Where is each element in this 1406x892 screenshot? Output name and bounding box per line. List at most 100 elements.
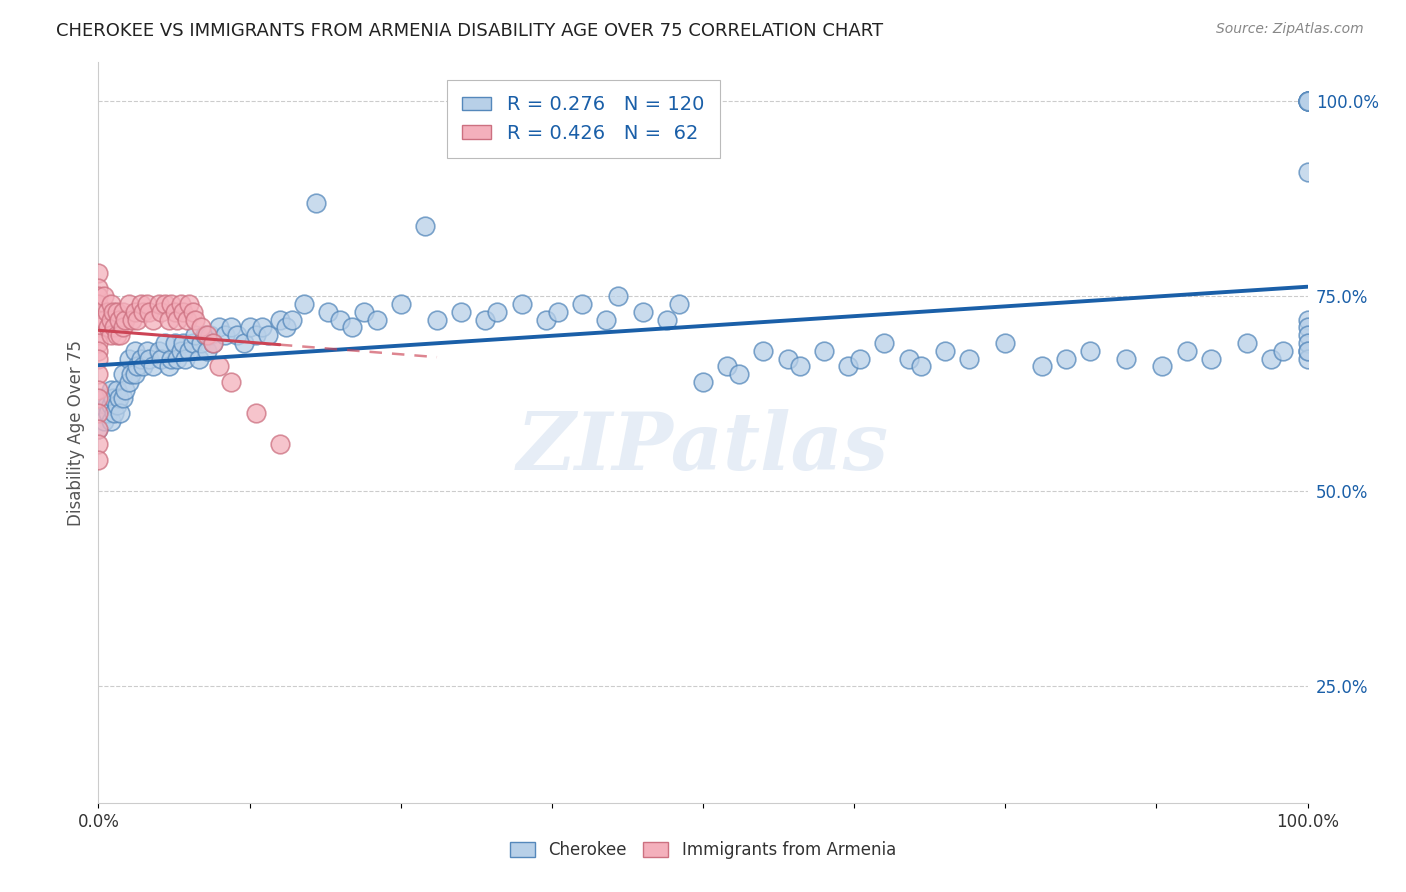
Point <box>873 336 896 351</box>
Point <box>994 336 1017 351</box>
Point <box>105 328 128 343</box>
Point <box>269 312 291 326</box>
Point <box>148 343 170 358</box>
Point <box>118 297 141 311</box>
Point <box>96 398 118 412</box>
Point <box>148 297 170 311</box>
Point <box>187 351 209 366</box>
Point <box>934 343 956 358</box>
Point <box>1272 343 1295 358</box>
Point <box>1296 312 1319 326</box>
Point <box>897 351 920 366</box>
Point <box>114 383 136 397</box>
Point <box>105 398 128 412</box>
Point <box>728 367 751 381</box>
Point <box>142 359 165 374</box>
Point <box>1199 351 1222 366</box>
Point <box>127 359 149 374</box>
Point <box>108 328 131 343</box>
Point <box>124 343 146 358</box>
Point <box>97 320 120 334</box>
Point <box>534 312 557 326</box>
Point <box>132 359 155 374</box>
Point <box>1175 343 1198 358</box>
Point <box>172 336 194 351</box>
Point <box>103 406 125 420</box>
Point <box>87 437 110 451</box>
Point <box>450 305 472 319</box>
Point <box>486 305 509 319</box>
Point <box>87 422 110 436</box>
Point <box>208 320 231 334</box>
Point <box>607 289 630 303</box>
Point <box>93 312 115 326</box>
Point <box>195 343 218 358</box>
Point <box>87 289 110 303</box>
Text: CHEROKEE VS IMMIGRANTS FROM ARMENIA DISABILITY AGE OVER 75 CORRELATION CHART: CHEROKEE VS IMMIGRANTS FROM ARMENIA DISA… <box>56 22 883 40</box>
Point <box>316 305 339 319</box>
Point <box>1152 359 1174 374</box>
Point <box>166 351 188 366</box>
Point <box>142 312 165 326</box>
Point <box>111 367 134 381</box>
Point <box>87 351 110 366</box>
Point <box>510 297 533 311</box>
Point <box>1054 351 1077 366</box>
Point <box>124 305 146 319</box>
Point <box>198 328 221 343</box>
Point <box>108 391 131 405</box>
Point <box>274 320 297 334</box>
Point <box>1236 336 1258 351</box>
Point <box>174 351 197 366</box>
Point <box>87 406 110 420</box>
Text: Source: ZipAtlas.com: Source: ZipAtlas.com <box>1216 22 1364 37</box>
Point <box>179 297 201 311</box>
Point <box>121 312 143 326</box>
Point <box>111 305 134 319</box>
Point <box>776 351 799 366</box>
Point <box>413 219 436 233</box>
Point <box>87 453 110 467</box>
Point <box>1078 343 1101 358</box>
Point <box>87 281 110 295</box>
Point <box>124 367 146 381</box>
Point <box>87 328 110 343</box>
Point <box>837 359 859 374</box>
Point <box>135 297 157 311</box>
Point <box>100 383 122 397</box>
Point <box>269 437 291 451</box>
Point <box>1115 351 1137 366</box>
Point <box>1296 343 1319 358</box>
Point <box>100 398 122 412</box>
Point <box>87 312 110 326</box>
Point <box>208 359 231 374</box>
Point <box>305 195 328 210</box>
Point <box>474 312 496 326</box>
Point <box>132 305 155 319</box>
Point <box>93 414 115 428</box>
Point <box>194 328 217 343</box>
Point <box>100 414 122 428</box>
Point <box>169 343 191 358</box>
Point <box>202 336 225 351</box>
Point <box>181 336 204 351</box>
Point <box>692 375 714 389</box>
Point <box>160 297 183 311</box>
Point <box>96 305 118 319</box>
Point <box>353 305 375 319</box>
Point <box>160 351 183 366</box>
Point <box>595 312 617 326</box>
Point <box>87 406 110 420</box>
Point <box>329 312 352 326</box>
Point <box>87 391 110 405</box>
Point <box>179 343 201 358</box>
Point <box>150 305 173 319</box>
Point <box>190 336 212 351</box>
Point <box>239 320 262 334</box>
Point <box>87 367 110 381</box>
Point <box>87 266 110 280</box>
Point <box>101 391 124 405</box>
Point <box>157 312 180 326</box>
Point <box>172 305 194 319</box>
Point <box>716 359 738 374</box>
